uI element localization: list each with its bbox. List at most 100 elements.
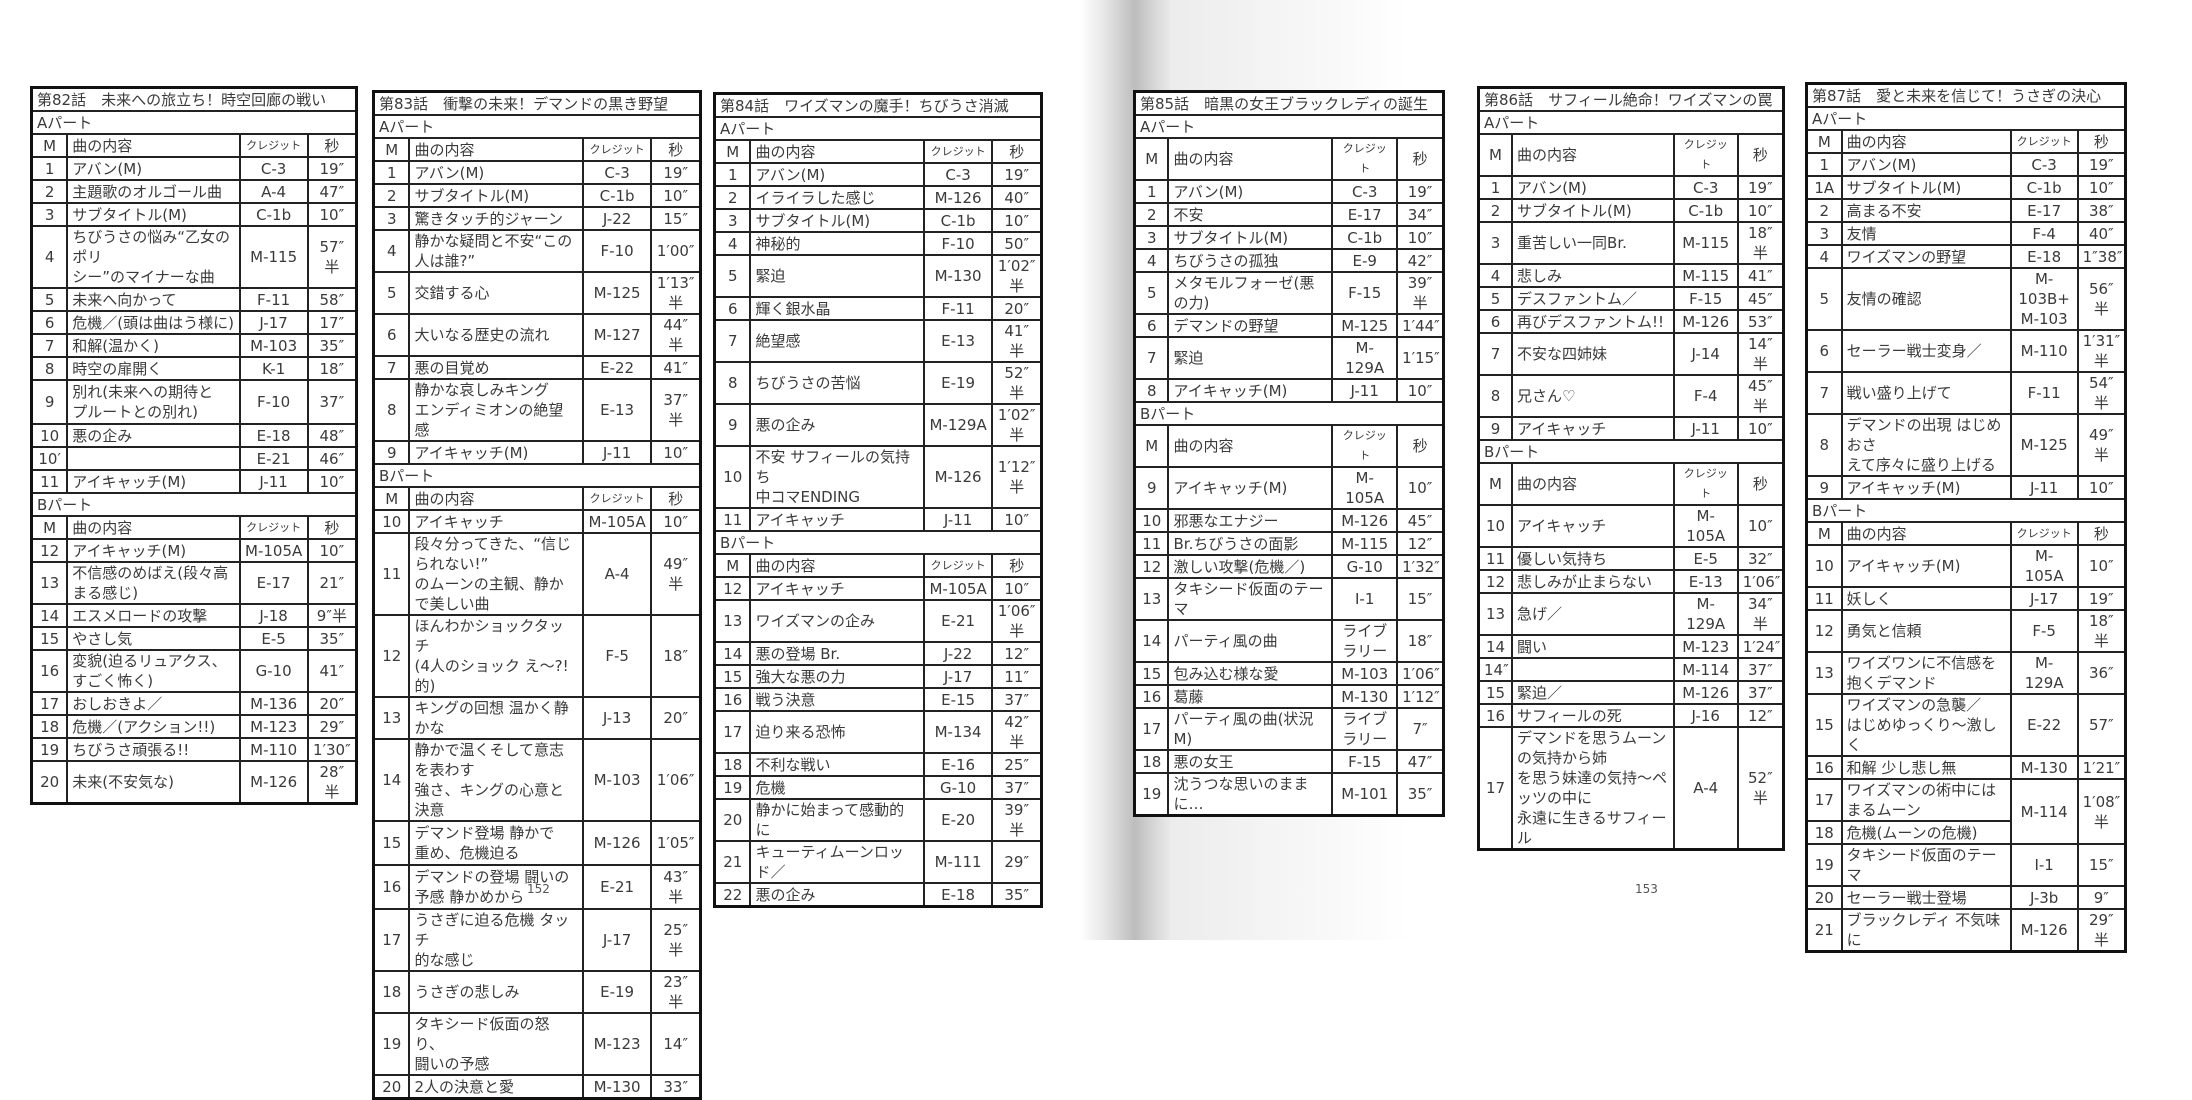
cue-seconds: 49″半 [2076, 413, 2127, 477]
cue-content: サブタイトル(M) [1167, 225, 1334, 250]
cue-content: おしおきよ／ [66, 691, 241, 716]
cue-seconds: 25″ [991, 752, 1043, 777]
cue-credit: F-11 [922, 296, 994, 321]
cue-number: 18 [1133, 749, 1170, 774]
cue-content: 激しい攻撃(危機／) [1167, 554, 1334, 579]
table-row: 10 悪の企み E-18 48″ [30, 423, 358, 448]
cue-content: 時空の扉開く [66, 356, 241, 381]
cue-table-episode: 第85話 暗黒の女王ブラックレディの誕生 Aパート M 曲の内容 クレジット秒 1 アバン(… [1133, 90, 1445, 817]
cue-seconds: 1′06″ [1736, 569, 1785, 594]
header-content: 曲の内容 [66, 515, 241, 540]
table-row: 18 悪の女王 F-15 47″ [1133, 749, 1445, 774]
cue-credit: M-103B+ M-103 [2009, 267, 2079, 331]
cue-content: タキシード仮面の怒り、 闘いの予感 [408, 1012, 584, 1076]
cue-credit: M-115 [238, 225, 309, 289]
cue-seconds: 47″ [1396, 749, 1445, 774]
cue-credit: E-15 [922, 687, 994, 712]
cue-number: 11 [1477, 546, 1514, 571]
cue-content: 緊迫 [749, 254, 925, 298]
cue-seconds: 32″ [1736, 546, 1785, 571]
cue-number: 2 [30, 179, 69, 204]
table-row: 5 メタモルフォーゼ(悪の力) F-15 39″半 [1133, 271, 1445, 315]
cue-number: 1 [30, 156, 69, 181]
cue-number: 1 [372, 160, 411, 185]
table-row: 7 緊迫 M-129A 1′15″ [1133, 336, 1445, 380]
table-row: 3 サブタイトル(M) C-1b 10″ [1133, 225, 1445, 250]
header-sec: 秒 [2076, 521, 2127, 546]
cue-seconds: 1′13″半 [650, 271, 702, 315]
cue-seconds: 18″半 [2076, 609, 2127, 653]
cue-number: 10 [30, 423, 69, 448]
header-content: 曲の内容 [1511, 462, 1675, 506]
cue-content: アバン(M) [749, 162, 925, 187]
cue-content: Br.ちびうさの面影 [1167, 531, 1334, 556]
cue-content: 絶望感 [749, 319, 925, 363]
cue-number: 16 [30, 649, 69, 693]
table-row: 12 悲しみが止まらない E-13 1′06″ [1477, 569, 1785, 594]
cue-content: デマンドの登場 闘いの 予感 静かめから [408, 864, 584, 910]
cue-credit: E-9 [1331, 248, 1399, 273]
table-row: 13 キングの回想 温かく静かな J-13 20″ [372, 696, 702, 740]
table-row: 1 アバン(M) C-3 19″ [1805, 152, 2127, 177]
cue-number: 11 [30, 469, 69, 494]
column-header-row: M 曲の内容 クレジット秒 [1477, 462, 1785, 506]
cue-number: 10 [713, 445, 752, 509]
cue-content: ワイズマンの術中にはまるムーン [1840, 778, 2012, 822]
cue-number: 15 [713, 664, 752, 689]
cue-content: 静かな疑問と不安“この人は誰?” [408, 229, 584, 273]
cue-content: ちびうさの孤独 [1167, 248, 1334, 273]
cue-seconds: 34″半 [1736, 592, 1785, 636]
cue-content: エスメロードの攻撃 [66, 603, 241, 628]
table-row: 7 絶望感 E-13 41″半 [713, 319, 1043, 363]
cue-content: アバン(M) [66, 156, 241, 181]
cue-credit: J-22 [581, 206, 653, 231]
cue-number: 15 [1477, 680, 1514, 705]
cue-seconds: 19″ [306, 156, 358, 181]
cue-number: 1 [713, 162, 752, 187]
column-header-row: M 曲の内容 クレジット秒 [372, 486, 702, 511]
cue-credit: M-125 [581, 271, 653, 315]
cue-content: サブタイトル(M) [66, 202, 241, 227]
header-content: 曲の内容 [1167, 137, 1334, 181]
table-row: 21 ブラックレディ 不気味に M-126 29″半 [1805, 908, 2127, 953]
part-label: Bパート [1133, 401, 1445, 426]
table-row: 14 エスメロードの攻撃 J-18 9″半 [30, 603, 358, 628]
cue-credit: A-4 [1672, 726, 1739, 851]
table-row: 6 危機／(頭は曲はう様に) J-17 17″ [30, 310, 358, 335]
table-row: 7 戦い盛り上げて F-11 54″半 [1805, 371, 2127, 415]
cue-content: 悪の企み [66, 423, 241, 448]
cue-credit: F-5 [581, 614, 653, 698]
cue-credit: F-15 [1331, 271, 1399, 315]
table-row: 15 強大な悪の力 J-17 11″ [713, 664, 1043, 689]
column-header-row: M 曲の内容 クレジット秒 [1477, 133, 1785, 177]
cue-credit: J-14 [1672, 332, 1739, 376]
cue-content: デマンドの出現 はじめおさ えて序々に盛り上げる [1840, 413, 2012, 477]
cue-seconds: 19″ [991, 162, 1043, 187]
cue-credit: M-126 [2009, 908, 2079, 953]
cue-number: 11 [713, 507, 752, 532]
header-sec: 秒 [2076, 129, 2127, 154]
header-content: 曲の内容 [66, 133, 241, 158]
table-row: 9 アイキャッチ(M) J-11 10″ [372, 440, 702, 465]
table-row: 19 タキシード仮面の怒り、 闘いの予感 M-123 14″ [372, 1012, 702, 1076]
cue-content: アイキャッチ(M) [1167, 378, 1334, 403]
cue-credit: C-3 [2009, 152, 2079, 177]
cue-content: パーティ風の曲 [1167, 619, 1334, 663]
table-row: 20 静かに始まって感動的に E-20 39″半 [713, 798, 1043, 842]
cue-credit: F-4 [2009, 221, 2079, 246]
cue-number: 15 [30, 626, 69, 651]
column-header-row: M 曲の内容 クレジット秒 [30, 133, 358, 158]
cue-credit: ライブラリー [1331, 619, 1399, 663]
cue-credit: E-21 [581, 864, 653, 910]
cue-seconds: 15″ [650, 206, 702, 231]
cue-credit: M-105A [581, 509, 653, 534]
header-m: M [1133, 137, 1170, 181]
cue-number: 20 [30, 760, 69, 805]
cue-content: 危機(ムーンの危機) [1840, 820, 2012, 845]
cue-seconds: 1′30″ [306, 737, 358, 762]
episode-title: 第85話 暗黒の女王ブラックレディの誕生 [1133, 90, 1445, 116]
cue-content: キューティムーンロッド／ [749, 840, 925, 884]
header-sec: 秒 [650, 486, 702, 511]
cue-seconds: 42″ [1396, 248, 1445, 273]
cue-seconds: 10″ [650, 509, 702, 534]
